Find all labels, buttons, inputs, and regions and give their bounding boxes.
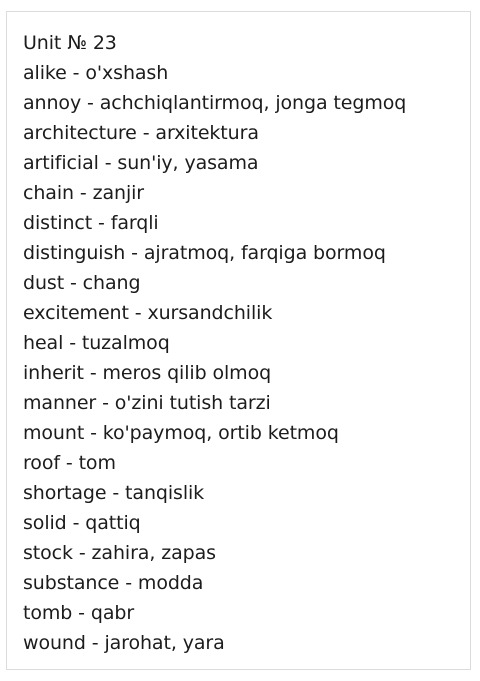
vocab-entry: chain - zanjir xyxy=(23,182,145,204)
vocab-entry: substance - modda xyxy=(23,572,204,594)
vocab-entry: shortage - tanqislik xyxy=(23,482,205,504)
vocab-entry: dust - chang xyxy=(23,272,141,294)
vocab-entry: stock - zahira, zapas xyxy=(23,542,216,564)
vocab-entry: alike - o'xshash xyxy=(23,62,169,84)
vocab-entry: distinguish - ajratmoq, farqiga bormoq xyxy=(23,242,386,264)
vocab-entry: inherit - meros qilib olmoq xyxy=(23,362,272,384)
vocab-entry: annoy - achchiqlantirmoq, jonga tegmoq xyxy=(23,92,407,114)
vocab-entry: heal - tuzalmoq xyxy=(23,332,170,354)
vocab-entry: roof - tom xyxy=(23,452,116,474)
vocab-entry: solid - qattiq xyxy=(23,512,141,534)
vocabulary-card: Unit № 23 alike - o'xshash annoy - achch… xyxy=(6,11,471,670)
vocab-entry: excitement - xursandchilik xyxy=(23,302,273,324)
vocab-entry: manner - o'zini tutish tarzi xyxy=(23,392,271,414)
vocab-entry: tomb - qabr xyxy=(23,602,135,624)
vocab-entry: architecture - arxitektura xyxy=(23,122,259,144)
vocab-entry: artificial - sun'iy, yasama xyxy=(23,152,259,174)
vocabulary-list: Unit № 23 alike - o'xshash annoy - achch… xyxy=(23,28,460,658)
vocab-entry: wound - jarohat, yara xyxy=(23,632,225,654)
unit-title: Unit № 23 xyxy=(23,32,117,54)
vocab-entry: mount - ko'paymoq, ortib ketmoq xyxy=(23,422,339,444)
vocab-entry: distinct - farqli xyxy=(23,212,159,234)
